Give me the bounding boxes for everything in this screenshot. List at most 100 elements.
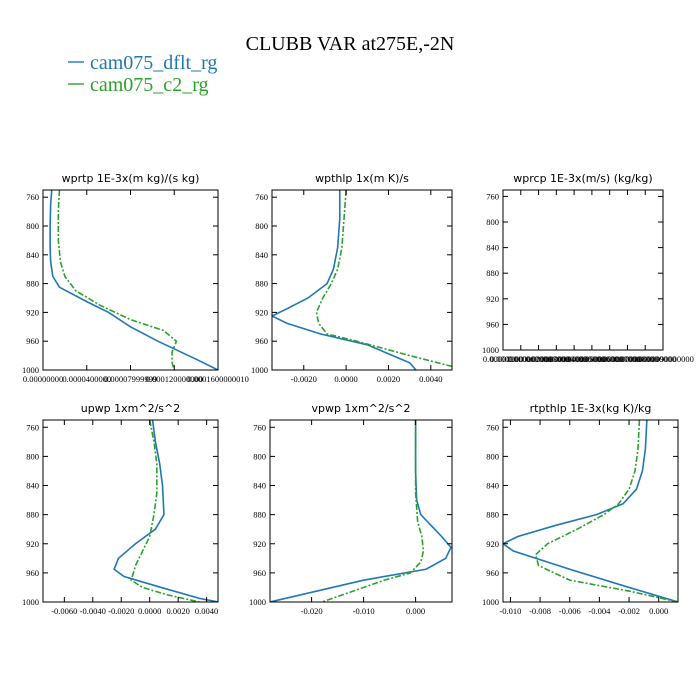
x-tick-label: 0.0020 <box>377 374 400 384</box>
y-tick-label: 840 <box>255 250 268 260</box>
y-tick-label: 760 <box>486 191 499 201</box>
y-tick-label: 760 <box>253 422 266 432</box>
y-tick-label: 1000 <box>22 365 39 375</box>
y-tick-label: 960 <box>253 568 266 578</box>
series-line-1 <box>49 190 218 370</box>
series-line-1 <box>113 420 218 602</box>
panel-2: wpthlp 1x(m K)/s 760 800 840 880 920 960 1000 -0… <box>251 172 453 384</box>
y-tick-label: 920 <box>26 307 39 317</box>
plot-frame <box>271 189 453 371</box>
panel-title: wprcp 1E-3x(m/s) (kg/kg) <box>513 172 652 185</box>
series-line-2 <box>315 190 452 368</box>
y-tick-label: 960 <box>255 336 268 346</box>
x-tick-label: 0.0000010000000 <box>490 354 552 364</box>
plot-frame <box>42 419 219 603</box>
y-tick-label: 920 <box>253 539 266 549</box>
panel-4: upwp 1xm^2/s^2 760 800 840 880 920 960 1000 -0.0… <box>22 402 219 616</box>
x-tick-label: -0.004 <box>588 606 611 616</box>
x-tick-label: -0.0060 <box>51 606 77 616</box>
x-tick-label: 0.0000060000000 <box>579 354 641 364</box>
x-tick-label: 0.000120000000 <box>146 374 203 384</box>
y-tick-label: 760 <box>26 422 39 432</box>
legend-label-c2: cam075_c2_rg <box>90 74 209 96</box>
y-tick-label: 1000 <box>22 597 39 607</box>
x-tick-label: -0.020 <box>301 606 323 616</box>
x-tick-label: 0.0000070000000 <box>597 354 659 364</box>
y-tick-label: 800 <box>255 221 268 231</box>
y-tick-label: 920 <box>486 539 499 549</box>
plot-frame <box>42 189 219 371</box>
y-tick-label: 920 <box>255 307 268 317</box>
y-tick-label: 840 <box>486 481 499 491</box>
x-tick-label: 0.0000 <box>138 606 161 616</box>
panel-title: upwp 1xm^2/s^2 <box>81 402 181 415</box>
x-tick-label: -0.002 <box>618 606 640 616</box>
y-tick-label: 800 <box>26 451 39 461</box>
x-tick-label: 0.0000080000000 <box>614 354 676 364</box>
panels: wprtp 1E-3x(m kg)/(s kg) 760 800 840 880 920 9… <box>22 172 694 616</box>
y-tick-label: 760 <box>26 192 39 202</box>
y-tick-label: 880 <box>253 510 266 520</box>
x-tick-label: -0.010 <box>499 606 521 616</box>
x-tick-label: 0.00007999999 <box>104 374 157 384</box>
x-tick-label: 0.0000 <box>334 374 357 384</box>
x-tick-label: -0.0020 <box>108 606 134 616</box>
y-tick-label: 960 <box>26 568 39 578</box>
y-tick-label: 880 <box>486 510 499 520</box>
y-tick-label: 1000 <box>249 597 266 607</box>
y-tick-label: 840 <box>486 243 499 253</box>
x-tick-label: 0.0000040000000 <box>543 354 605 364</box>
x-tick-label: 0.000 <box>406 606 425 616</box>
legend-label-dflt: cam075_dflt_rg <box>90 52 217 74</box>
panel-1: wprtp 1E-3x(m kg)/(s kg) 760 800 840 880 920 9… <box>22 172 249 384</box>
figure-title: CLUBB VAR at275E,-2N <box>246 33 455 55</box>
x-tick-label: -0.006 <box>559 606 581 616</box>
x-tick-label: 0.0000400000 <box>62 374 111 384</box>
series-line-1 <box>270 420 452 602</box>
series-line-2 <box>130 420 200 602</box>
y-tick-label: 800 <box>26 221 39 231</box>
panel-title: wpthlp 1x(m K)/s <box>315 172 409 185</box>
x-tick-label: -0.0020 <box>291 374 317 384</box>
plot-frame <box>269 419 453 603</box>
x-tick-label: 0.0001600000010 <box>187 374 249 384</box>
y-tick-label: 920 <box>26 539 39 549</box>
y-tick-label: 960 <box>26 336 39 346</box>
y-tick-label: 880 <box>26 510 39 520</box>
panel-title: rtpthlp 1E-3x(kg K)/kg <box>530 402 652 415</box>
x-tick-label: 0.00000000 <box>23 374 63 384</box>
y-tick-label: 1000 <box>482 597 499 607</box>
panel-6: rtpthlp 1E-3x(kg K)/kg 760 800 840 880 920 960… <box>482 402 679 616</box>
y-tick-label: 760 <box>255 192 268 202</box>
plot-frame <box>502 419 679 603</box>
panel-title: vpwp 1xm^2/s^2 <box>311 402 410 415</box>
y-tick-label: 880 <box>255 279 268 289</box>
y-tick-label: 880 <box>26 279 39 289</box>
y-tick-label: 800 <box>486 217 499 227</box>
y-tick-label: 960 <box>486 319 499 329</box>
y-tick-label: 760 <box>486 422 499 432</box>
series-line-1 <box>503 420 678 602</box>
y-tick-label: 920 <box>486 294 499 304</box>
x-tick-label: 0.00000000 <box>483 354 523 364</box>
x-tick-label: 0.0000090000000 <box>632 354 694 364</box>
y-tick-label: 1000 <box>251 365 268 375</box>
x-tick-label: 0.0040 <box>195 606 218 616</box>
y-tick-label: 800 <box>486 451 499 461</box>
y-tick-label: 840 <box>253 481 266 491</box>
y-tick-label: 840 <box>26 481 39 491</box>
x-tick-label: 0.0000050000000 <box>561 354 623 364</box>
x-tick-label: 0.0000020000000 <box>508 354 570 364</box>
series-line-2 <box>534 420 678 602</box>
legend: cam075_dflt_rg cam075_c2_rg <box>68 52 217 96</box>
x-tick-label: -0.0040 <box>80 606 106 616</box>
series-line-2 <box>57 190 178 370</box>
y-tick-label: 1000 <box>482 345 499 355</box>
x-tick-label: 0.000 <box>649 606 668 616</box>
x-tick-label: 0.0040 <box>419 374 442 384</box>
plot-frame <box>502 189 664 351</box>
y-tick-label: 880 <box>486 268 499 278</box>
y-tick-label: 960 <box>486 568 499 578</box>
series-line-2 <box>321 420 425 602</box>
